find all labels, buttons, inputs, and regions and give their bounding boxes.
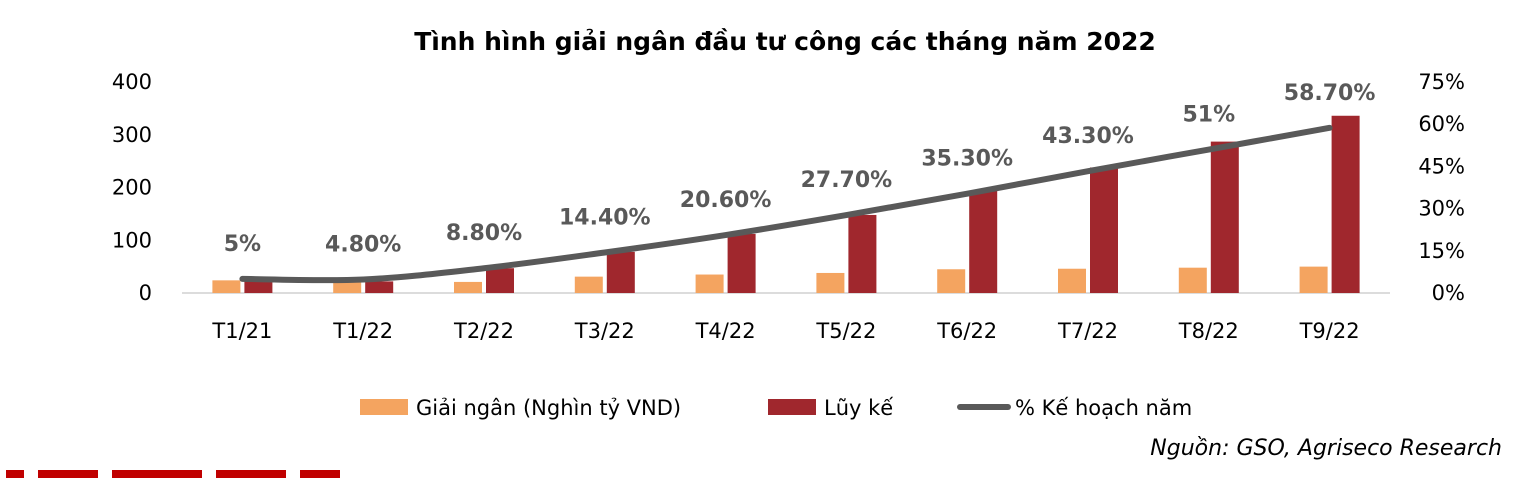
data-label-plan-percent: 14.40% bbox=[559, 205, 651, 230]
data-label-plan-percent: 4.80% bbox=[325, 232, 401, 257]
x-tick-label: T5/22 bbox=[815, 319, 876, 343]
x-tick-label: T1/21 bbox=[211, 319, 272, 343]
data-label-plan-percent: 20.60% bbox=[680, 188, 772, 213]
legend: Giải ngân (Nghìn tỷ VND) Lũy kế % Kế hoạ… bbox=[360, 396, 1192, 420]
bar-disbursement bbox=[937, 269, 965, 293]
bar-disbursement bbox=[1300, 267, 1328, 293]
legend-label-disbursement: Giải ngân (Nghìn tỷ VND) bbox=[416, 396, 681, 420]
y-right-tick-label: 75% bbox=[1418, 70, 1465, 94]
y-right-tick-label: 45% bbox=[1418, 154, 1465, 178]
bar-disbursement bbox=[575, 277, 603, 293]
bar-cumulative bbox=[969, 191, 997, 293]
line-plan-percent bbox=[242, 128, 1329, 280]
data-label-plan-percent: 43.30% bbox=[1042, 124, 1134, 149]
cutoff-heading-fragment bbox=[6, 462, 426, 478]
bar-disbursement bbox=[1179, 268, 1207, 293]
bar-disbursement bbox=[696, 275, 724, 293]
data-label-plan-percent: 51% bbox=[1182, 103, 1235, 128]
legend-swatch-disbursement bbox=[360, 399, 408, 415]
bar-cumulative bbox=[1211, 142, 1239, 293]
x-tick-label: T4/22 bbox=[695, 319, 756, 343]
bar-disbursement bbox=[454, 282, 482, 293]
source-note: Nguồn: GSO, Agriseco Research bbox=[1150, 436, 1502, 461]
bar-cumulative bbox=[1090, 167, 1118, 293]
data-label-plan-percent: 27.70% bbox=[801, 168, 893, 193]
bar-cumulative bbox=[365, 281, 393, 293]
bar-cumulative bbox=[486, 268, 514, 293]
x-tick-label: T2/22 bbox=[453, 319, 514, 343]
y-left-tick-label: 100 bbox=[112, 228, 152, 252]
legend-swatch-cumulative bbox=[768, 399, 816, 415]
x-tick-label: T9/22 bbox=[1299, 319, 1360, 343]
bar-cumulative bbox=[607, 252, 635, 293]
x-tick-label: T3/22 bbox=[574, 319, 635, 343]
bar-disbursement bbox=[816, 273, 844, 293]
y-left-tick-label: 0 bbox=[139, 281, 152, 305]
y-right-tick-label: 30% bbox=[1418, 197, 1465, 221]
y-left-tick-label: 400 bbox=[112, 70, 152, 94]
legend-label-plan-percent: % Kế hoạch năm bbox=[1015, 396, 1192, 420]
y-right-tick-label: 0% bbox=[1432, 281, 1465, 305]
data-label-plan-percent: 5% bbox=[224, 232, 261, 257]
legend-label-cumulative: Lũy kế bbox=[824, 396, 893, 420]
bar-cumulative bbox=[244, 281, 272, 293]
x-tick-label: T6/22 bbox=[936, 319, 997, 343]
y-left-tick-label: 200 bbox=[112, 176, 152, 200]
data-label-plan-percent: 58.70% bbox=[1284, 81, 1376, 106]
bar-cumulative bbox=[728, 234, 756, 293]
plot-area: 0 100 200 300 400 0% 15% 30% 45% 60% 75% T1/21 T1/22… bbox=[112, 70, 1465, 343]
x-tick-label: T8/22 bbox=[1178, 319, 1239, 343]
y-right-tick-label: 60% bbox=[1418, 112, 1465, 136]
chart-title: Tình hình giải ngân đầu tư công các thán… bbox=[414, 27, 1156, 56]
bar-disbursement bbox=[1058, 269, 1086, 293]
y-right-tick-label: 15% bbox=[1418, 239, 1465, 263]
x-tick-label: T1/22 bbox=[332, 319, 393, 343]
data-label-plan-percent: 8.80% bbox=[446, 221, 522, 246]
bar-disbursement bbox=[212, 280, 240, 293]
bar-cumulative bbox=[848, 215, 876, 293]
bar-cumulative bbox=[1332, 116, 1360, 293]
bar-disbursement bbox=[333, 281, 361, 293]
y-left-tick-label: 300 bbox=[112, 123, 152, 147]
x-tick-label: T7/22 bbox=[1057, 319, 1118, 343]
data-label-plan-percent: 35.30% bbox=[921, 147, 1013, 172]
